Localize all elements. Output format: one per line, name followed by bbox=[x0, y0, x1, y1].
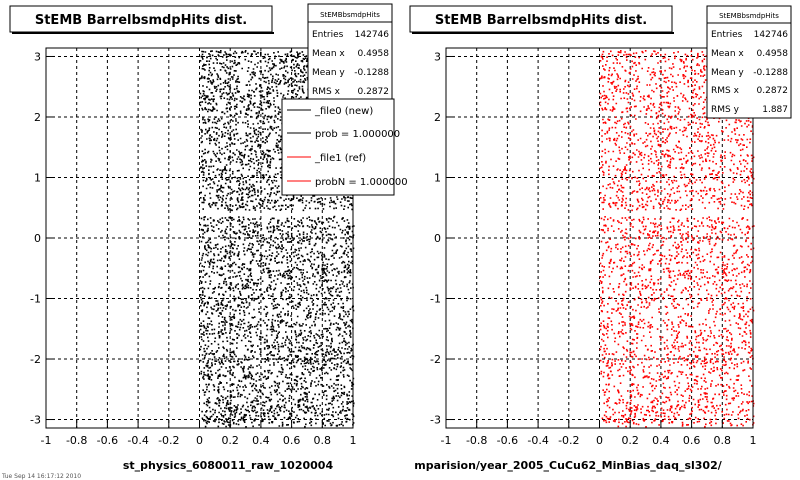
plot-border bbox=[445, 47, 754, 429]
x-tick-label: -0.4 bbox=[127, 434, 148, 447]
stats-value: -0.1288 bbox=[354, 68, 389, 78]
stats-value: -0.1288 bbox=[753, 68, 788, 78]
x-tick-label: 0.2 bbox=[621, 434, 639, 447]
stats-value: 0.2872 bbox=[358, 87, 390, 97]
y-tick-label: -2 bbox=[430, 353, 441, 366]
chart-title: StEMB BarrelbsmdpHits dist. bbox=[435, 13, 647, 28]
x-tick-label: -0.2 bbox=[558, 434, 579, 447]
y-tick-label: -3 bbox=[430, 414, 441, 427]
plot-border bbox=[45, 47, 354, 429]
stats-value: 142746 bbox=[355, 30, 390, 40]
chart-title: StEMB BarrelbsmdpHits dist. bbox=[35, 13, 247, 28]
y-tick-label: 1 bbox=[34, 171, 41, 184]
stats-label: RMS y bbox=[711, 105, 740, 115]
footer-timestamp: Tue Sep 14 16:17:12 2010 bbox=[1, 473, 81, 480]
stats-value: 0.4958 bbox=[757, 49, 789, 59]
x-tick-label: -1 bbox=[41, 434, 52, 447]
stats-label: Entries bbox=[312, 30, 344, 40]
y-tick-label: -3 bbox=[30, 414, 41, 427]
hit-scatter bbox=[199, 50, 355, 428]
legend-label: prob = 1.000000 bbox=[315, 129, 400, 140]
x-axis-label: mparision/year_2005_CuCu62_MinBias_daq_s… bbox=[414, 459, 723, 472]
hit-points bbox=[199, 50, 355, 428]
legend-label: _file0 (new) bbox=[314, 106, 373, 117]
x-tick-label: 1 bbox=[750, 434, 757, 447]
x-tick-label: 0.8 bbox=[714, 434, 732, 447]
x-tick-label: -0.2 bbox=[158, 434, 179, 447]
title-shadow bbox=[412, 32, 674, 34]
stats-value: 142746 bbox=[754, 30, 789, 40]
x-tick-label: -0.4 bbox=[527, 434, 548, 447]
x-tick-label: -0.6 bbox=[497, 434, 518, 447]
x-tick-label: -0.6 bbox=[97, 434, 118, 447]
stats-value: 1.887 bbox=[762, 105, 788, 115]
y-tick-label: -2 bbox=[30, 353, 41, 366]
x-tick-label: 0.4 bbox=[652, 434, 670, 447]
x-tick-label: -0.8 bbox=[466, 434, 487, 447]
legend-frame bbox=[281, 98, 395, 196]
x-tick-label: 0.6 bbox=[683, 434, 701, 447]
plot-frame bbox=[445, 47, 754, 429]
axes: -1 -0.8 -0.6 -0.4 -0.2 0 0.2 0.4 0.6 0.8 1 -3 -2 -1 0 1… bbox=[30, 47, 357, 447]
title-shadow bbox=[12, 32, 274, 34]
y-tick-label: -1 bbox=[430, 293, 441, 306]
x-tick-label: 0.6 bbox=[283, 434, 301, 447]
title-box bbox=[9, 5, 273, 33]
x-tick-label: -0.8 bbox=[66, 434, 87, 447]
stats-label: Entries bbox=[711, 30, 743, 40]
y-tick-label: 2 bbox=[434, 111, 441, 124]
y-tick-label: -1 bbox=[30, 293, 41, 306]
x-tick-label: 0.8 bbox=[314, 434, 332, 447]
hit-points bbox=[599, 50, 755, 428]
x-tick-label: 0.2 bbox=[221, 434, 239, 447]
legend: _file0 (new) prob = 1.000000 _file1 (ref… bbox=[281, 98, 408, 196]
axes: -1 -0.8 -0.6 -0.4 -0.2 0 0.2 0.4 0.6 0.8 1 -3 -2 -1 0 1… bbox=[430, 47, 757, 447]
stats-name: StEMBbsmdpHits bbox=[719, 12, 779, 20]
stats-frame bbox=[307, 3, 393, 101]
right-panel: -1 -0.8 -0.6 -0.4 -0.2 0 0.2 0.4 0.6 0.8 1 -3 -2 -1 0 1… bbox=[409, 5, 792, 472]
x-tick-label: -1 bbox=[441, 434, 452, 447]
stats-box: StEMBbsmdpHits Entries 142746 Mean x 0.4… bbox=[307, 3, 393, 101]
x-tick-label: 1 bbox=[350, 434, 357, 447]
y-tick-label: 1 bbox=[434, 171, 441, 184]
hit-scatter bbox=[599, 50, 755, 428]
stats-value: 0.2872 bbox=[757, 86, 789, 96]
y-tick-label: 3 bbox=[34, 50, 41, 63]
stats-label: Mean y bbox=[711, 68, 744, 78]
left-panel: -1 -0.8 -0.6 -0.4 -0.2 0 0.2 0.4 0.6 0.8 1 -3 -2 -1 0 1… bbox=[1, 3, 408, 480]
title-box bbox=[409, 5, 673, 33]
y-tick-label: 3 bbox=[434, 50, 441, 63]
y-tick-label: 2 bbox=[34, 111, 41, 124]
stats-value: 0.4958 bbox=[358, 49, 390, 59]
stats-label: RMS x bbox=[312, 87, 341, 97]
legend-label: probN = 1.000000 bbox=[315, 177, 408, 188]
y-tick-label: 0 bbox=[434, 232, 441, 245]
x-tick-label: 0 bbox=[596, 434, 603, 447]
x-tick-label: 0 bbox=[196, 434, 203, 447]
stats-frame bbox=[706, 5, 792, 119]
stats-box: StEMBbsmdpHits Entries 142746 Mean x 0.4… bbox=[706, 5, 792, 119]
x-tick-label: 0.4 bbox=[252, 434, 270, 447]
stats-name: StEMBbsmdpHits bbox=[320, 11, 380, 19]
stats-label: Mean y bbox=[312, 68, 345, 78]
legend-label: _file1 (ref) bbox=[314, 153, 366, 164]
stats-label: RMS x bbox=[711, 86, 740, 96]
stats-label: Mean x bbox=[312, 49, 345, 59]
y-tick-label: 0 bbox=[34, 232, 41, 245]
stats-label: Mean x bbox=[711, 49, 744, 59]
x-axis-label: st_physics_6080011_raw_1020004 bbox=[123, 459, 334, 472]
